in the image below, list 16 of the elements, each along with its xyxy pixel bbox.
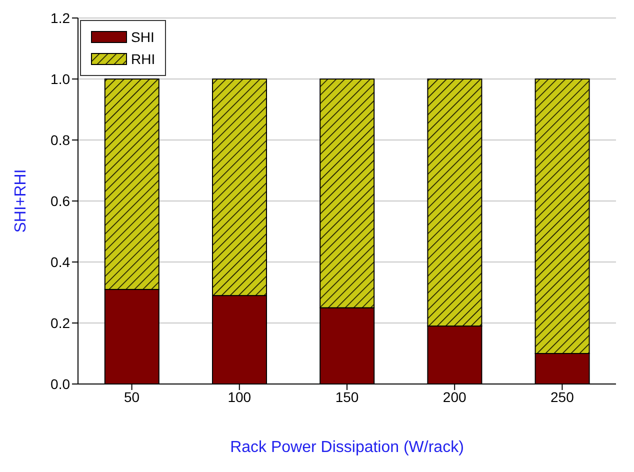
legend-label: RHI xyxy=(131,51,156,67)
legend-label: SHI xyxy=(131,29,154,45)
y-tick-label: 0.4 xyxy=(50,254,70,270)
y-tick-label: 0.2 xyxy=(50,314,70,331)
y-tick-label: 0.0 xyxy=(50,376,70,392)
x-tick-label: 250 xyxy=(550,388,574,405)
x-tick-label: 100 xyxy=(228,388,252,405)
x-tick-label: 200 xyxy=(442,388,466,405)
x-tick-label: 50 xyxy=(124,388,140,405)
x-axis-title: Rack Power Dissipation (W/rack) xyxy=(230,439,464,456)
x-tick-label: 150 xyxy=(335,388,359,405)
y-axis-title: SHI+RHI xyxy=(12,169,30,233)
y-tick-label: 0.8 xyxy=(50,132,70,148)
y-tick-label: 1.0 xyxy=(50,70,70,87)
y-tick-label: 1.2 xyxy=(50,10,70,26)
y-tick-label: 0.6 xyxy=(50,192,70,209)
